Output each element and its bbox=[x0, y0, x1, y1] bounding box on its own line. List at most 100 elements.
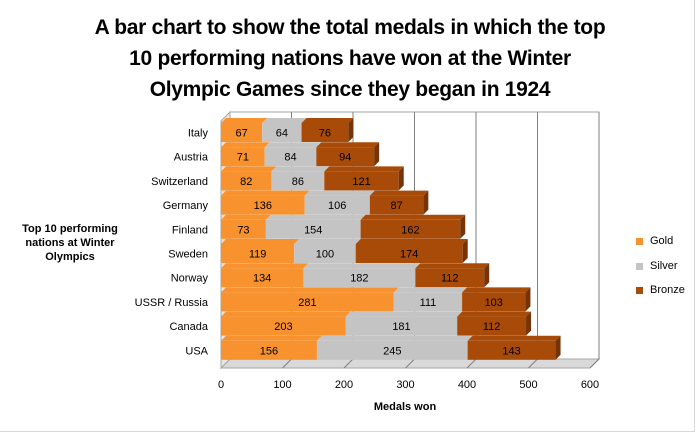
bar-end-cap bbox=[555, 335, 561, 360]
bar-segment-gold bbox=[221, 340, 317, 360]
bar-segment-gold bbox=[221, 268, 304, 288]
bar-segment-bronze bbox=[324, 171, 399, 191]
data-label: 76 bbox=[319, 128, 331, 140]
data-label: 156 bbox=[260, 345, 278, 357]
legend-swatch-silver bbox=[636, 262, 643, 270]
gridline-floor bbox=[528, 358, 538, 369]
legend-item-bronze: Bronze bbox=[636, 284, 685, 296]
category-label: Germany bbox=[163, 200, 209, 212]
bar-segment-silver bbox=[303, 268, 416, 288]
bar-segment-top bbox=[262, 118, 307, 123]
legend-item-silver: Silver bbox=[636, 260, 678, 272]
bar-end-cap bbox=[460, 214, 466, 239]
gridline-floor bbox=[405, 358, 415, 369]
x-tick-label: 200 bbox=[335, 379, 353, 391]
category-label: Sweden bbox=[168, 249, 208, 261]
bar-segment-top bbox=[221, 239, 300, 244]
bar-segment-top bbox=[457, 311, 532, 317]
data-label: 181 bbox=[392, 321, 410, 333]
data-label: 174 bbox=[400, 249, 418, 261]
bar-end-cap bbox=[348, 118, 354, 142]
bar-segment-bronze bbox=[355, 244, 463, 263]
bar-end-cap bbox=[423, 190, 429, 215]
x-tick-label: 500 bbox=[519, 379, 537, 391]
chart-title: A bar chart to show the total medals in … bbox=[60, 12, 640, 105]
bar-segment-silver bbox=[393, 292, 463, 312]
bar-end-cap bbox=[374, 142, 380, 167]
bar-segment-top bbox=[294, 239, 361, 244]
data-label: 182 bbox=[350, 273, 368, 285]
bar-segment-gold bbox=[221, 147, 265, 167]
bar-segment-silver bbox=[271, 171, 325, 191]
x-tick-label: 100 bbox=[273, 379, 291, 391]
bar-segment-top bbox=[345, 311, 463, 317]
data-label: 134 bbox=[253, 273, 271, 285]
data-label: 71 bbox=[237, 152, 249, 164]
bar-segment-silver bbox=[304, 195, 370, 215]
gridline-floor bbox=[466, 358, 477, 369]
y-axis-title: Top 10 performing nations at Winter Olym… bbox=[6, 222, 134, 264]
bar-segment-top bbox=[303, 263, 421, 269]
x-axis-title: Medals won bbox=[374, 401, 437, 413]
data-label: 111 bbox=[420, 297, 437, 309]
bar-segment-top bbox=[221, 142, 270, 148]
bar-segment-silver bbox=[264, 147, 317, 167]
bar-segment-top bbox=[316, 142, 380, 148]
bar-segment-gold bbox=[221, 292, 394, 312]
bar-segment-top bbox=[221, 166, 277, 172]
data-label: 67 bbox=[235, 128, 247, 140]
bar-segment-gold bbox=[221, 219, 266, 239]
data-label: 203 bbox=[274, 321, 292, 333]
legend-item-gold: Gold bbox=[636, 235, 673, 247]
bar-segment-silver bbox=[265, 219, 361, 239]
bar-segment-silver bbox=[316, 340, 468, 360]
bar-segment-top bbox=[324, 166, 404, 172]
gridline-floor bbox=[343, 358, 354, 369]
data-label: 73 bbox=[237, 224, 249, 236]
bar-segment-top bbox=[393, 287, 468, 293]
bar-segment-top bbox=[462, 287, 531, 293]
gridline-floor bbox=[589, 358, 600, 369]
y-axis-title-line: Top 10 performing bbox=[22, 223, 118, 235]
data-label: 112 bbox=[441, 273, 459, 285]
chart-title-line: 10 performing nations have won at the Wi… bbox=[129, 47, 571, 70]
bar-segment-top bbox=[221, 263, 309, 269]
bar-segment-bronze bbox=[360, 219, 461, 239]
data-label: 94 bbox=[339, 152, 351, 164]
category-label: Italy bbox=[188, 128, 209, 140]
bar-segment-silver bbox=[345, 316, 458, 336]
category-label: USSR / Russia bbox=[135, 297, 209, 309]
bar-segment-silver bbox=[262, 123, 302, 142]
data-label: 103 bbox=[485, 297, 503, 309]
category-label: Austria bbox=[174, 152, 209, 164]
data-label: 64 bbox=[276, 128, 288, 140]
gridline-floor bbox=[282, 358, 292, 369]
y-axis-title-line: nations at Winter bbox=[25, 237, 115, 249]
legend-label-silver: Silver bbox=[650, 260, 678, 272]
bar-end-cap bbox=[526, 311, 532, 336]
bar-segment-top bbox=[415, 263, 490, 269]
data-label: 100 bbox=[316, 249, 334, 261]
x-tick-label: 400 bbox=[458, 379, 476, 391]
data-label: 86 bbox=[292, 176, 304, 188]
bar-segment-top bbox=[265, 214, 366, 220]
category-label: Canada bbox=[169, 321, 208, 333]
x-tick-label: 300 bbox=[396, 379, 414, 391]
chart-title-line: A bar chart to show the total medals in … bbox=[94, 16, 606, 39]
data-label: 112 bbox=[483, 321, 501, 333]
bar-segment-gold bbox=[221, 195, 305, 215]
category-label: Switzerland bbox=[151, 176, 208, 188]
bar-segment-bronze bbox=[415, 268, 485, 288]
legend-swatch-gold bbox=[636, 237, 643, 245]
bar-segment-top bbox=[264, 142, 322, 148]
x-tick-label: 0 bbox=[218, 379, 224, 391]
bar-segment-top bbox=[221, 335, 322, 341]
data-label: 121 bbox=[352, 176, 370, 188]
bar-segment-silver bbox=[294, 244, 356, 263]
y-axis-title-line: Olympics bbox=[45, 251, 95, 263]
bar-segment-top bbox=[221, 190, 310, 196]
bar-segment-top bbox=[221, 287, 399, 293]
data-label: 84 bbox=[284, 152, 296, 164]
bar-segment-top bbox=[221, 214, 271, 220]
